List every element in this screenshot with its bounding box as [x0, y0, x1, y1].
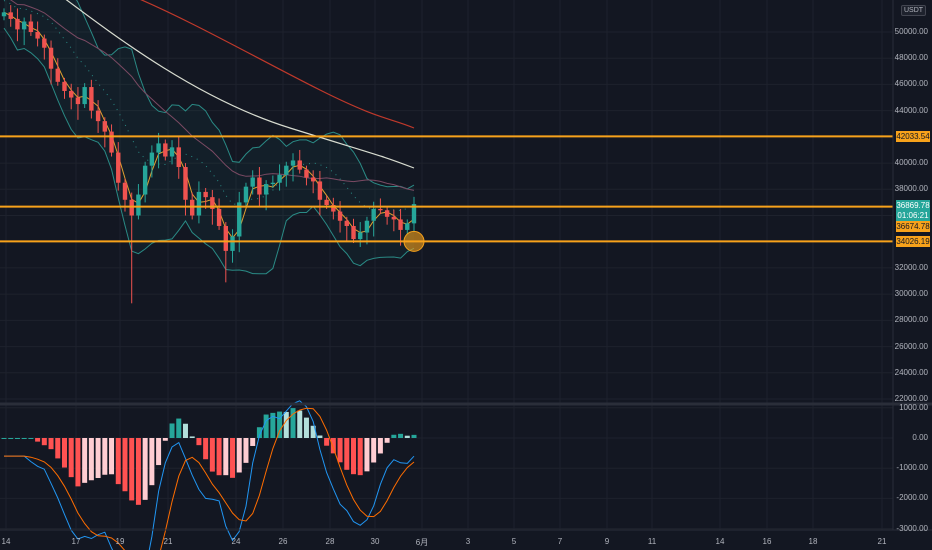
time-axis-label: 28 [325, 537, 335, 546]
time-axis-label: 5 [511, 537, 517, 546]
time-axis-label: 7 [557, 537, 563, 546]
price-axis-label: 24000.00 [894, 367, 928, 377]
price-axis-label: 28000.00 [894, 315, 928, 325]
time-axis-label: 30 [370, 537, 380, 546]
time-axis-label: 26 [278, 537, 288, 546]
bar-countdown: 01:06:21 [896, 211, 930, 221]
time-axis-label: 14 [1, 537, 11, 546]
macd-axis-label: 0.00 [912, 433, 928, 442]
time-axis-label: 14 [715, 537, 725, 546]
price-axis-label: 22000.00 [894, 394, 928, 403]
price-axis-label: 40000.00 [894, 158, 928, 168]
level-high-tag: 42033.54 [896, 131, 930, 142]
price-axis-label: 26000.00 [894, 341, 928, 351]
time-axis-label: 6月 [415, 538, 429, 547]
level-mid-tag: 36674.78 [896, 221, 930, 232]
macd-axis-label: -2000.00 [896, 493, 928, 503]
macd-axis-label: -3000.00 [896, 523, 928, 533]
time-axis-label: 17 [71, 537, 81, 546]
currency-badge[interactable]: USDT [901, 5, 927, 16]
candlesticks [1, 5, 417, 304]
time-axis-label: 3 [465, 537, 471, 546]
price-axis-label: 30000.00 [894, 289, 928, 299]
time-axis-label: 21 [877, 537, 887, 546]
price-axis-label: 50000.00 [894, 27, 928, 36]
macd-axis-label: -1000.00 [896, 463, 928, 473]
price-axis-label: 48000.00 [894, 53, 928, 63]
price-axis-label: 44000.00 [894, 105, 928, 115]
time-axis-label: 21 [163, 537, 173, 546]
time-axis-label: 18 [808, 537, 818, 546]
level-low-tag: 34026.19 [896, 236, 930, 247]
price-axis-label: 46000.00 [894, 79, 928, 89]
time-axis-label: 9 [604, 537, 610, 546]
time-axis-label: 24 [231, 537, 241, 546]
macd-pane [1, 400, 417, 550]
time-axis-label: 19 [115, 537, 125, 546]
horizontal-levels[interactable] [0, 135, 893, 252]
time-axis-label: 16 [762, 537, 772, 546]
price-axis-label: 38000.00 [894, 184, 928, 194]
price-axis-label: 32000.00 [894, 262, 928, 272]
time-axis-label: 11 [647, 537, 657, 546]
last-price-tag: 36869.78 [896, 200, 930, 211]
macd-axis-label: 1000.00 [899, 402, 928, 412]
